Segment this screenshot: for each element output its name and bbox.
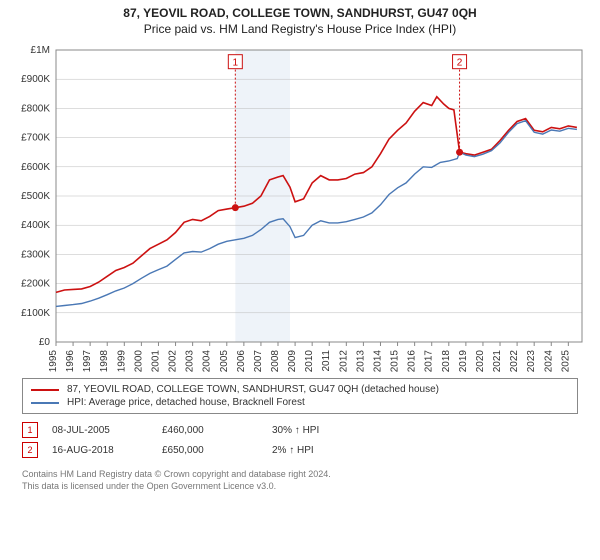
x-tick-label: 2016 (407, 350, 418, 372)
event-price: £460,000 (162, 425, 272, 436)
y-tick-label: £200K (21, 279, 50, 290)
x-tick-label: 2009 (287, 350, 298, 372)
y-tick-label: £900K (21, 74, 50, 85)
x-tick-label: 2002 (168, 350, 179, 372)
x-tick-label: 2001 (150, 350, 161, 372)
event-row: 1 08-JUL-2005£460,00030% ↑ HPI (22, 420, 578, 440)
legend-item: 87, YEOVIL ROAD, COLLEGE TOWN, SANDHURST… (31, 383, 569, 396)
event-marker: 1 (22, 422, 38, 438)
y-tick-label: £700K (21, 133, 50, 144)
x-tick-label: 2019 (458, 350, 469, 372)
chart-subtitle: Price paid vs. HM Land Registry's House … (0, 22, 600, 36)
legend-item: HPI: Average price, detached house, Brac… (31, 396, 569, 409)
x-tick-label: 2007 (253, 350, 264, 372)
x-tick-label: 1995 (48, 350, 59, 372)
x-tick-label: 2008 (270, 350, 281, 372)
y-tick-label: £500K (21, 191, 50, 202)
y-tick-label: £600K (21, 162, 50, 173)
x-tick-label: 2017 (424, 350, 435, 372)
x-tick-label: 2012 (338, 350, 349, 372)
x-tick-label: 2024 (543, 350, 554, 372)
x-tick-label: 2020 (475, 350, 486, 372)
legend-label: HPI: Average price, detached house, Brac… (67, 397, 305, 408)
x-tick-label: 2023 (526, 350, 537, 372)
legend: 87, YEOVIL ROAD, COLLEGE TOWN, SANDHURST… (22, 378, 578, 414)
y-tick-label: £400K (21, 220, 50, 231)
legend-swatch (31, 389, 59, 391)
line-chart: £0 £100K £200K £300K £400K £500K £600K £700K £80… (12, 42, 588, 372)
x-tick-label: 2015 (390, 350, 401, 372)
x-tick-label: 2004 (202, 350, 213, 372)
x-tick-label: 2000 (133, 350, 144, 372)
marker-label-2: 2 (457, 57, 463, 68)
x-tick-label: 2022 (509, 350, 520, 372)
legend-swatch (31, 402, 59, 404)
x-tick-label: 1998 (99, 350, 110, 372)
marker-dot-2 (456, 149, 463, 156)
x-tick-label: 2014 (372, 350, 383, 372)
footer-line-1: Contains HM Land Registry data © Crown c… (22, 468, 578, 480)
x-tick-label: 1996 (65, 350, 76, 372)
chart-area: £0 £100K £200K £300K £400K £500K £600K £700K £80… (12, 42, 588, 372)
footer-attribution: Contains HM Land Registry data © Crown c… (22, 468, 578, 492)
x-tick-label: 2005 (219, 350, 230, 372)
x-tick-label: 1997 (82, 350, 93, 372)
x-tick-label: 2018 (441, 350, 452, 372)
marker-label-1: 1 (233, 57, 239, 68)
event-table: 1 08-JUL-2005£460,00030% ↑ HPI 2 16-AUG-201… (22, 420, 578, 460)
event-diff: 2% ↑ HPI (272, 445, 314, 456)
x-tick-label: 2013 (355, 350, 366, 372)
y-tick-label: £800K (21, 103, 50, 114)
marker-dot-1 (232, 204, 239, 211)
event-date: 16-AUG-2018 (52, 445, 162, 456)
chart-title: 87, YEOVIL ROAD, COLLEGE TOWN, SANDHURST… (0, 6, 600, 20)
event-price: £650,000 (162, 445, 272, 456)
x-tick-label: 2010 (304, 350, 315, 372)
event-marker: 2 (22, 442, 38, 458)
x-tick-label: 1999 (116, 350, 127, 372)
event-row: 2 16-AUG-2018£650,0002% ↑ HPI (22, 440, 578, 460)
y-tick-label: £100K (21, 308, 50, 319)
x-tick-label: 2011 (321, 350, 332, 372)
x-tick-label: 2021 (492, 350, 503, 372)
x-tick-label: 2003 (185, 350, 196, 372)
event-date: 08-JUL-2005 (52, 425, 162, 436)
footer-line-2: This data is licensed under the Open Gov… (22, 480, 578, 492)
event-diff: 30% ↑ HPI (272, 425, 319, 436)
x-tick-label: 2025 (560, 350, 571, 372)
legend-label: 87, YEOVIL ROAD, COLLEGE TOWN, SANDHURST… (67, 384, 439, 395)
y-tick-label: £1M (31, 45, 50, 56)
x-tick-label: 2006 (236, 350, 247, 372)
y-tick-label: £300K (21, 249, 50, 260)
y-tick-label: £0 (39, 337, 51, 348)
